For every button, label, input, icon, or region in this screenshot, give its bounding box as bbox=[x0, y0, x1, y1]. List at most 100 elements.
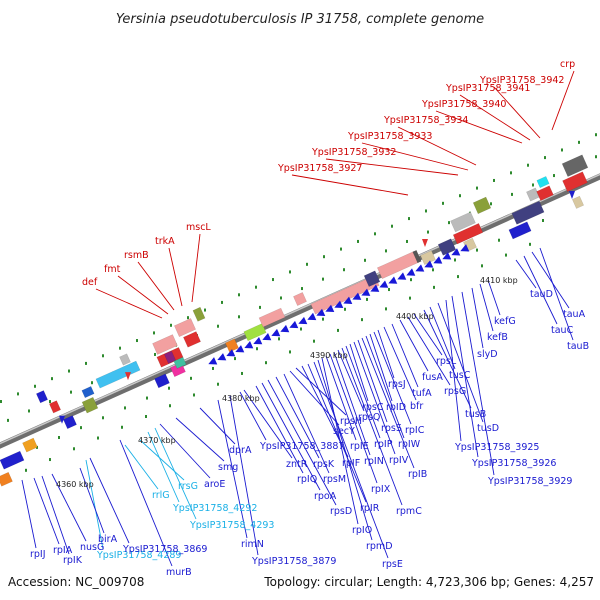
gene-feature bbox=[511, 200, 545, 225]
gene-feature bbox=[412, 249, 422, 264]
leader-line bbox=[341, 347, 403, 506]
tick-mark bbox=[204, 308, 206, 312]
gene-label-tusB: tusB bbox=[465, 409, 486, 420]
leader-line bbox=[461, 291, 495, 476]
gene-label-rsmB: rsmB bbox=[124, 250, 149, 261]
gene-marker bbox=[569, 191, 575, 200]
tick-mark bbox=[343, 268, 345, 272]
leader-line bbox=[337, 349, 365, 412]
leader-line bbox=[307, 363, 367, 503]
tick-mark bbox=[578, 140, 580, 144]
leader-line bbox=[523, 255, 558, 325]
gene-label-kefG: kefG bbox=[494, 316, 516, 327]
tick-mark bbox=[542, 218, 544, 222]
leader-line bbox=[531, 251, 570, 309]
leader-line bbox=[124, 444, 159, 490]
gene-arrow bbox=[289, 320, 299, 329]
tick-mark bbox=[68, 369, 70, 373]
gene-feature bbox=[363, 270, 381, 287]
tick-mark bbox=[217, 382, 219, 386]
tick-mark bbox=[385, 249, 387, 253]
gene-label-rpIO: rpIO bbox=[352, 525, 372, 536]
leader-line bbox=[349, 343, 369, 402]
tick-mark bbox=[73, 447, 75, 451]
gene-label-YpsIP31758_4293: YpsIP31758_4293 bbox=[189, 520, 274, 531]
gene-label-YpsIP31758_3926: YpsIP31758_3926 bbox=[471, 458, 556, 469]
tick-mark bbox=[361, 318, 363, 322]
tick-mark bbox=[49, 458, 51, 462]
gene-label-bfr: bfr bbox=[410, 401, 423, 412]
tick-mark bbox=[272, 278, 274, 282]
gene-label-birA: birA bbox=[98, 534, 118, 545]
gene-label-fmt: fmt bbox=[104, 264, 121, 275]
tick-mark bbox=[145, 415, 147, 418]
gene-arrow bbox=[235, 345, 245, 353]
tick-mark bbox=[595, 155, 597, 159]
gene-feature bbox=[95, 360, 141, 389]
leader-line bbox=[429, 306, 456, 370]
tick-mark bbox=[70, 390, 72, 394]
tick-mark bbox=[409, 296, 411, 300]
gene-feature bbox=[526, 187, 540, 202]
leader-line bbox=[289, 370, 340, 426]
leader-line bbox=[255, 385, 304, 474]
leader-line bbox=[377, 329, 395, 379]
tick-mark bbox=[259, 305, 261, 309]
gene-label-rpIX: rpIX bbox=[371, 484, 391, 495]
leader-line bbox=[479, 283, 494, 332]
gene-marker bbox=[125, 372, 131, 381]
gene-arrow bbox=[460, 244, 470, 252]
gene-feature bbox=[35, 390, 49, 404]
tick-mark bbox=[340, 247, 342, 251]
gene-arrow bbox=[424, 260, 434, 268]
gene-feature bbox=[293, 292, 307, 306]
leader-line bbox=[345, 345, 381, 439]
leader-line bbox=[137, 261, 175, 311]
gene-label-rrlG: rrlG bbox=[152, 490, 170, 501]
gene-label-rpID: rpID bbox=[386, 402, 406, 413]
leader-line bbox=[551, 70, 575, 131]
tick-mark bbox=[28, 409, 30, 413]
gene-label-rrsG: rrsG bbox=[178, 481, 198, 492]
gene-label-trkA: trkA bbox=[155, 236, 175, 247]
gene-arrow bbox=[271, 328, 281, 337]
gene-marker bbox=[422, 238, 428, 247]
gene-label-rpsG: rpsG bbox=[444, 386, 466, 397]
gene-arrow bbox=[442, 252, 452, 260]
tick-mark bbox=[457, 275, 459, 279]
gene-label-nusG: nusG bbox=[80, 542, 104, 553]
gene-label-tauB: tauB bbox=[567, 341, 589, 352]
gene-arrow bbox=[298, 316, 308, 325]
gene-label-YpsIP31758_3934: YpsIP31758_3934 bbox=[383, 115, 468, 126]
leader-line bbox=[487, 279, 501, 316]
tick-mark bbox=[459, 194, 461, 198]
gene-label-rpIQ: rpIQ bbox=[297, 474, 317, 485]
leader-line bbox=[333, 351, 371, 456]
tick-mark bbox=[49, 400, 51, 404]
gene-label-tusD: tusD bbox=[477, 423, 499, 434]
leader-line bbox=[191, 233, 201, 303]
map-title: Yersinia pseudotuberculosis IP 31758, co… bbox=[116, 12, 484, 27]
leader-line bbox=[199, 407, 236, 445]
tick-mark bbox=[169, 404, 171, 408]
gene-label-rpsJ: rpsJ bbox=[388, 379, 406, 390]
gene-feature bbox=[472, 196, 492, 215]
leader-line bbox=[275, 376, 320, 459]
gene-label-secY: secY bbox=[333, 426, 355, 437]
tick-mark bbox=[0, 400, 2, 404]
tick-mark bbox=[289, 270, 291, 274]
tick-mark bbox=[442, 201, 444, 205]
gene-label-rpIW: rpIW bbox=[398, 439, 421, 450]
gene-arrow bbox=[226, 349, 236, 357]
tick-mark bbox=[337, 328, 339, 332]
gene-label-rpsK: rpsK bbox=[313, 459, 335, 470]
gene-arrow bbox=[379, 280, 389, 288]
gene-arrow bbox=[397, 272, 407, 280]
tick-mark bbox=[124, 406, 126, 410]
gene-label-rpIF: rpIF bbox=[342, 458, 360, 469]
tick-mark bbox=[85, 361, 87, 365]
gene-label-rpmD: rpmD bbox=[366, 541, 393, 552]
tick-mark bbox=[97, 436, 99, 440]
